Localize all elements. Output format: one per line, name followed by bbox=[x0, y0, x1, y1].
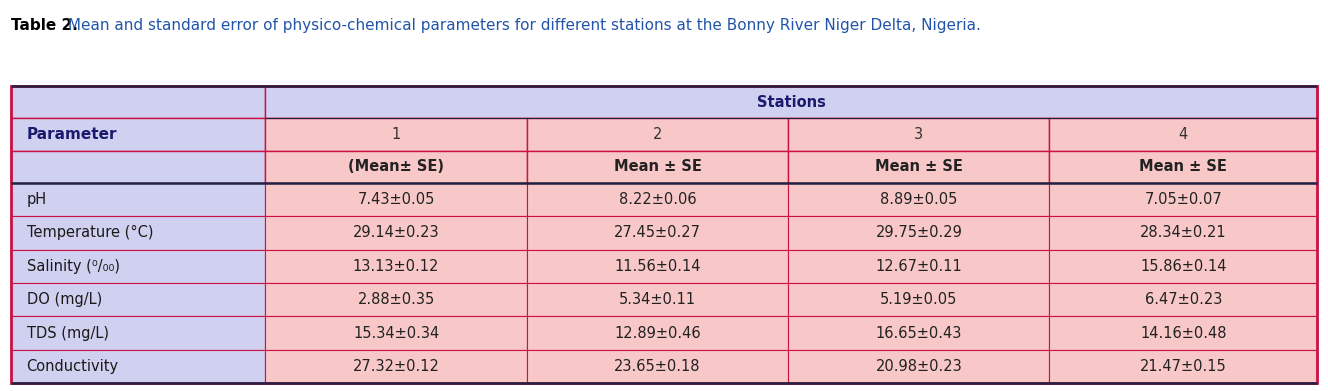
Bar bbox=[788, 283, 1049, 316]
Bar bbox=[266, 283, 527, 316]
Text: 13.13±0.12: 13.13±0.12 bbox=[353, 259, 440, 274]
Bar bbox=[11, 183, 266, 216]
Text: 8.22±0.06: 8.22±0.06 bbox=[619, 192, 696, 207]
Bar bbox=[527, 118, 788, 151]
Text: 5.19±0.05: 5.19±0.05 bbox=[880, 292, 957, 307]
Text: 2.88±0.35: 2.88±0.35 bbox=[357, 292, 434, 307]
Text: Mean ± SE: Mean ± SE bbox=[875, 159, 963, 174]
Bar bbox=[1049, 151, 1317, 183]
Text: 28.34±0.21: 28.34±0.21 bbox=[1141, 226, 1227, 240]
Bar bbox=[266, 216, 527, 250]
Text: 14.16±0.48: 14.16±0.48 bbox=[1141, 326, 1227, 341]
Bar bbox=[1049, 250, 1317, 283]
Bar bbox=[266, 316, 527, 350]
Text: 12.67±0.11: 12.67±0.11 bbox=[875, 259, 963, 274]
Bar bbox=[11, 250, 266, 283]
Bar bbox=[1049, 316, 1317, 350]
Bar bbox=[527, 151, 788, 183]
Bar bbox=[527, 316, 788, 350]
Text: 15.34±0.34: 15.34±0.34 bbox=[353, 326, 440, 341]
Bar bbox=[788, 183, 1049, 216]
Bar bbox=[266, 151, 527, 183]
Text: 15.86±0.14: 15.86±0.14 bbox=[1141, 259, 1227, 274]
Bar bbox=[1049, 216, 1317, 250]
Text: TDS (mg/L): TDS (mg/L) bbox=[27, 326, 109, 341]
Bar bbox=[266, 118, 527, 151]
Bar bbox=[788, 250, 1049, 283]
Text: 7.05±0.07: 7.05±0.07 bbox=[1145, 192, 1222, 207]
Text: Mean and standard error of physico-chemical parameters for different stations at: Mean and standard error of physico-chemi… bbox=[62, 18, 980, 32]
Bar bbox=[11, 86, 1317, 383]
Text: 27.32±0.12: 27.32±0.12 bbox=[353, 359, 440, 374]
Bar bbox=[11, 216, 266, 250]
Text: Parameter: Parameter bbox=[27, 127, 117, 142]
Bar bbox=[1049, 183, 1317, 216]
Text: 29.14±0.23: 29.14±0.23 bbox=[353, 226, 440, 240]
Bar bbox=[11, 118, 266, 151]
Text: 7.43±0.05: 7.43±0.05 bbox=[357, 192, 434, 207]
Text: 4: 4 bbox=[1179, 127, 1189, 142]
Text: Mean ± SE: Mean ± SE bbox=[1139, 159, 1227, 174]
Text: 5.34±0.11: 5.34±0.11 bbox=[619, 292, 696, 307]
Text: 27.45±0.27: 27.45±0.27 bbox=[614, 226, 701, 240]
Bar bbox=[788, 216, 1049, 250]
Text: 6.47±0.23: 6.47±0.23 bbox=[1145, 292, 1222, 307]
Text: Stations: Stations bbox=[757, 95, 826, 109]
Text: Mean ± SE: Mean ± SE bbox=[614, 159, 701, 174]
Bar bbox=[788, 118, 1049, 151]
Bar bbox=[266, 183, 527, 216]
Text: 1: 1 bbox=[392, 127, 401, 142]
Bar bbox=[266, 86, 1317, 118]
Text: 11.56±0.14: 11.56±0.14 bbox=[615, 259, 701, 274]
Bar bbox=[788, 151, 1049, 183]
Bar bbox=[527, 350, 788, 383]
Bar bbox=[788, 316, 1049, 350]
Text: 21.47±0.15: 21.47±0.15 bbox=[1139, 359, 1227, 374]
Text: (Mean± SE): (Mean± SE) bbox=[348, 159, 444, 174]
Text: Temperature (°C): Temperature (°C) bbox=[27, 226, 153, 240]
Text: Table 2.: Table 2. bbox=[11, 18, 77, 32]
Bar bbox=[527, 250, 788, 283]
Bar bbox=[1049, 118, 1317, 151]
Bar bbox=[266, 250, 527, 283]
Text: 29.75±0.29: 29.75±0.29 bbox=[875, 226, 963, 240]
Bar bbox=[788, 350, 1049, 383]
Bar bbox=[11, 86, 266, 118]
Text: 8.89±0.05: 8.89±0.05 bbox=[880, 192, 957, 207]
Bar bbox=[527, 183, 788, 216]
Bar bbox=[527, 283, 788, 316]
Bar bbox=[266, 350, 527, 383]
Bar bbox=[1049, 283, 1317, 316]
Text: Conductivity: Conductivity bbox=[27, 359, 118, 374]
Text: DO (mg/L): DO (mg/L) bbox=[27, 292, 102, 307]
Bar bbox=[527, 216, 788, 250]
Text: pH: pH bbox=[27, 192, 46, 207]
Text: 2: 2 bbox=[653, 127, 663, 142]
Bar bbox=[11, 151, 266, 183]
Text: 23.65±0.18: 23.65±0.18 bbox=[615, 359, 701, 374]
Text: 12.89±0.46: 12.89±0.46 bbox=[614, 326, 701, 341]
Text: Salinity (⁰/₀₀): Salinity (⁰/₀₀) bbox=[27, 259, 120, 274]
Text: 3: 3 bbox=[914, 127, 923, 142]
Bar bbox=[11, 350, 266, 383]
Bar bbox=[11, 283, 266, 316]
Bar bbox=[11, 316, 266, 350]
Text: 20.98±0.23: 20.98±0.23 bbox=[875, 359, 963, 374]
Bar bbox=[1049, 350, 1317, 383]
Text: 16.65±0.43: 16.65±0.43 bbox=[875, 326, 961, 341]
